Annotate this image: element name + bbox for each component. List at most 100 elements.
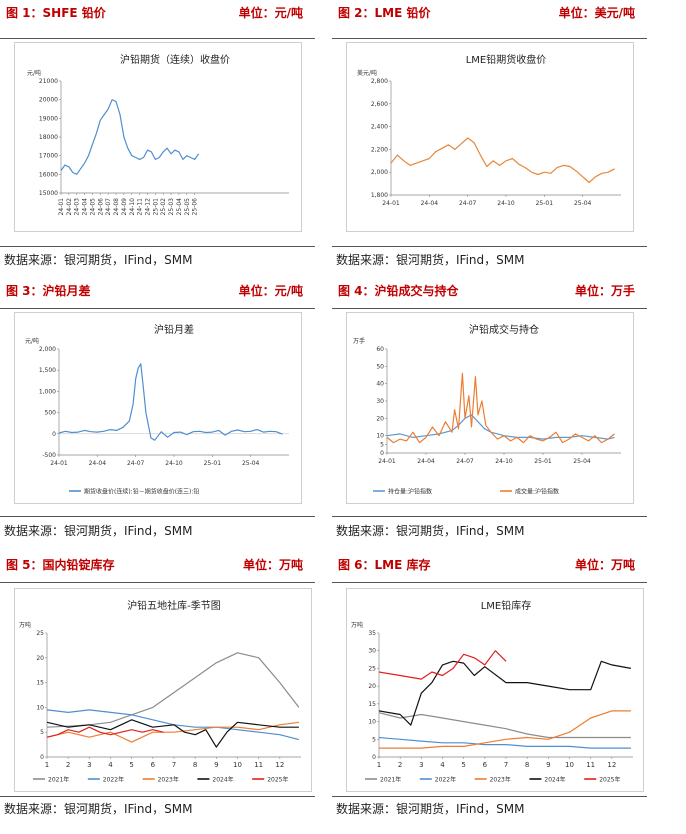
chart-title: 沪铅成交与持仓 (469, 323, 539, 336)
figure-title: 图 6：LME 库存 (338, 558, 431, 572)
legend-label: 2025年 (599, 776, 620, 784)
y-tick-label: 0 (380, 450, 384, 457)
legend-label: 2024年 (544, 776, 565, 784)
legend-label: 2023年 (158, 776, 179, 784)
y-tick-label: 10 (368, 719, 376, 726)
data-source: 数据来源：银河期货，IFind，SMM (336, 524, 525, 538)
y-tick-label: 10 (36, 704, 44, 711)
x-tick-label: 1 (45, 761, 49, 769)
y-tick-label: 20 (36, 655, 44, 662)
series-line (390, 137, 615, 184)
figure-title: 图 1：SHFE 铅价 (6, 6, 106, 20)
y-tick-label: 2,400 (371, 124, 388, 131)
series-line (378, 712, 631, 739)
x-tick-label: 4 (440, 761, 445, 769)
panel-2: 图 2：LME 铅价 单位：美元/吨 LME铅期货收盘价 美元/吨 1,800 2,0… (332, 0, 647, 270)
chart-title: LME铅期货收盘价 (466, 53, 547, 66)
legend-label: 成交量:沪铅指数 (515, 488, 559, 496)
legend-label: 2023年 (490, 776, 511, 784)
footer-rule (332, 246, 647, 247)
series-line (58, 363, 283, 441)
x-tick-label: 10 (565, 761, 574, 769)
panel-5: 图 5：国内铅锭库存 单位：万吨 沪铅五地社库-季节图 万吨 0 5 10 15 20 25 1… (0, 552, 315, 834)
x-tick-label: 5 (461, 761, 465, 769)
x-tick-label: 9 (546, 761, 550, 769)
x-tick-label: 8 (525, 761, 529, 769)
panel-6: 图 6：LME 库存 单位：万吨 LME铅库存 万吨 0 5 10 15 20 25 30 35 1… (332, 552, 647, 834)
y-tick-label: 21000 (39, 78, 58, 85)
x-tick-label: 24-01 (58, 198, 65, 216)
series-line (46, 719, 299, 748)
y-tick-label: 30 (368, 648, 376, 655)
y-tick-label: 2,000 (39, 346, 56, 353)
legend-label: 期货收盘价(连续):铅－期货收盘价(连三):铅 (84, 488, 199, 496)
data-source: 数据来源：银河期货，IFind，SMM (4, 253, 193, 267)
y-tick-label: 2,600 (371, 101, 388, 108)
data-source: 数据来源：银河期货，IFind，SMM (336, 802, 525, 816)
x-tick-label: 25-03 (168, 198, 175, 216)
figure-unit: 单位：万手 (574, 284, 635, 298)
y-tick-label: 1,800 (371, 192, 388, 199)
legend-label: 2022年 (103, 776, 124, 784)
y-tick-label: 20 (368, 683, 376, 690)
x-tick-label: 24-01 (382, 200, 400, 207)
y-tick-label: 0 (372, 754, 376, 761)
y-tick-label: 20 (376, 415, 384, 422)
series-line (379, 710, 631, 749)
header-rule (0, 582, 315, 583)
figure-unit: 单位：万吨 (242, 558, 303, 572)
y-tick-label: 0 (52, 431, 56, 438)
header-rule (0, 308, 315, 309)
x-tick-label: 25-01 (204, 460, 222, 467)
figure-title: 图 3：沪铅月差 (6, 284, 91, 298)
y-tick-label: 0 (40, 754, 44, 761)
y-tick-label: 500 (45, 410, 57, 417)
series-line (46, 721, 299, 743)
y-tick-label: 35 (368, 630, 376, 637)
y-tick-label: 16000 (39, 171, 58, 178)
y-tick-label: -500 (42, 452, 56, 459)
y-tick-label: 50 (376, 363, 384, 370)
data-source: 数据来源：银河期货，IFind，SMM (4, 802, 193, 816)
footer-rule (0, 796, 315, 797)
x-tick-label: 24-04 (421, 200, 439, 207)
y-tick-label: 1,500 (39, 367, 56, 374)
chart-title: 沪铅月差 (154, 323, 194, 336)
chart-title: 沪铅期货（连续）收盘价 (120, 53, 230, 66)
series-line (60, 99, 200, 175)
x-tick-label: 24-07 (127, 460, 145, 467)
figure-header: 图 6：LME 库存 单位：万吨 (332, 552, 647, 574)
figure-unit: 单位：元/吨 (238, 6, 303, 20)
y-axis-label: 元/吨 (27, 69, 41, 77)
x-tick-label: 25-02 (160, 198, 167, 216)
y-tick-label: 30 (376, 398, 384, 405)
x-tick-label: 24-01 (378, 458, 396, 465)
header-rule (332, 38, 647, 39)
x-tick-label: 24-09 (121, 198, 128, 216)
x-tick-label: 12 (607, 761, 616, 769)
panel-1: 图 1：SHFE 铅价 单位：元/吨 沪铅期货（连续）收盘价 元/吨 15000 16… (0, 0, 315, 270)
figure-header: 图 3：沪铅月差 单位：元/吨 (0, 278, 315, 300)
legend-label: 2021年 (380, 776, 401, 784)
header-rule (332, 582, 647, 583)
y-tick-label: 19000 (39, 115, 58, 122)
x-tick-label: 10 (233, 761, 242, 769)
y-axis-label: 美元/吨 (357, 69, 377, 77)
x-tick-label: 3 (419, 761, 423, 769)
x-tick-label: 25-04 (574, 200, 592, 207)
figure-unit: 单位：元/吨 (238, 284, 303, 298)
figure-title: 图 4：沪铅成交与持仓 (338, 284, 459, 298)
y-tick-label: 5 (380, 441, 384, 448)
y-tick-label: 25 (368, 665, 376, 672)
figure-unit: 单位：美元/吨 (558, 6, 635, 20)
y-tick-label: 5 (372, 736, 376, 743)
x-tick-label: 24-07 (456, 458, 474, 465)
x-tick-label: 24-05 (89, 198, 96, 216)
y-axis-label: 万吨 (19, 621, 31, 629)
panel-4: 图 4：沪铅成交与持仓 单位：万手 沪铅成交与持仓 万手 0 5 10 20 30 40 50 6… (332, 278, 647, 546)
chart-frame: LME铅期货收盘价 美元/吨 1,800 2,000 2,200 2,400 2,600 2,… (346, 42, 634, 232)
x-tick-label: 24-11 (137, 198, 144, 216)
